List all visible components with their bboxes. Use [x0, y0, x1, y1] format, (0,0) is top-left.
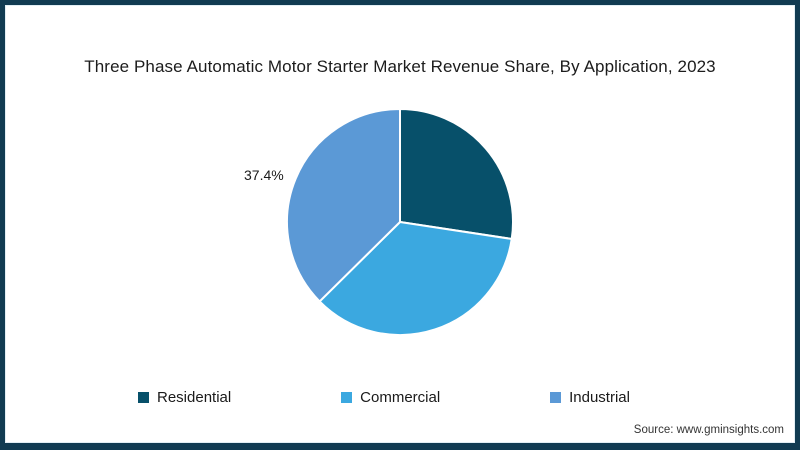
legend-item-residential: Residential [138, 389, 231, 406]
frame-top-bar [0, 0, 800, 5]
legend-swatch-residential [138, 392, 149, 403]
pie-slice-commercial [318, 221, 513, 336]
chart-title: Three Phase Automatic Motor Starter Mark… [84, 57, 716, 76]
legend-swatch-commercial [341, 392, 353, 403]
legend: Residential Commercial Industrial [138, 389, 630, 406]
pie-slices [286, 108, 515, 336]
pie-svg [286, 108, 515, 336]
pie-slice-label-industrial: 37.4% [244, 167, 284, 183]
legend-label-commercial: Commercial [360, 389, 441, 406]
source-attribution: Source: www.gminsights.com [633, 424, 784, 436]
frame-bottom-bar [0, 443, 800, 450]
legend-label-residential: Residential [157, 389, 232, 406]
legend-swatch-industrial [550, 392, 562, 403]
legend-item-industrial: Industrial [550, 389, 630, 406]
frame-right-bar [795, 0, 800, 450]
pie-slice-residential [399, 108, 515, 240]
pie-chart [286, 108, 515, 336]
pie-slice-industrial [286, 108, 401, 303]
legend-label-industrial: Industrial [569, 389, 630, 406]
legend-item-commercial: Commercial [341, 389, 440, 406]
frame-left-bar [0, 0, 5, 450]
